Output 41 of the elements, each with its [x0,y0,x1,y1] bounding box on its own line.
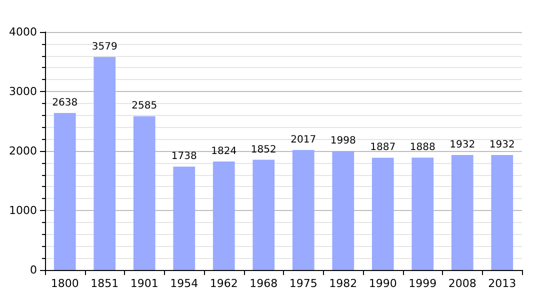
bar [173,166,196,270]
bar [252,160,275,270]
x-tick-label: 1999 [408,277,437,290]
data-label: 1888 [410,142,436,154]
bar [332,151,354,270]
data-label: 1824 [211,146,237,157]
x-tick-label: 1990 [368,277,397,290]
y-tick-label: 0 [30,264,37,276]
x-tick-label: 1982 [329,277,358,290]
bar [292,150,314,270]
bar [133,116,156,270]
data-label: 1738 [171,151,197,162]
data-label: 1998 [330,136,356,147]
bar [451,155,474,270]
x-tick-label: 2013 [488,277,516,290]
y-tick-label: 1000 [9,204,37,217]
x-tick-label: 1851 [90,277,119,290]
bar [491,155,514,270]
y-tick-label: 3000 [9,85,37,98]
y-tick-label: 2000 [9,144,37,158]
x-tick-label: 1800 [50,277,79,290]
bar [94,57,116,270]
data-label: 2638 [52,98,78,109]
data-label: 2585 [132,100,158,112]
data-label: 2017 [290,134,316,146]
data-label: 1932 [489,140,515,151]
y-tick-label: 4000 [9,26,37,38]
x-tick-label: 1954 [170,277,198,290]
data-label: 1852 [250,144,276,156]
bar [54,113,76,270]
bar [372,158,394,270]
data-label: 1887 [370,142,396,154]
x-tick-label: 1901 [130,277,158,290]
x-tick-label: 1962 [210,277,238,290]
bar [212,161,235,270]
x-tick-label: 1975 [289,277,318,290]
data-label: 1932 [450,140,476,151]
x-tick-label: 2008 [448,277,476,290]
data-label: 3579 [92,42,118,53]
bar [412,158,434,270]
x-tick-label: 1968 [250,277,278,290]
